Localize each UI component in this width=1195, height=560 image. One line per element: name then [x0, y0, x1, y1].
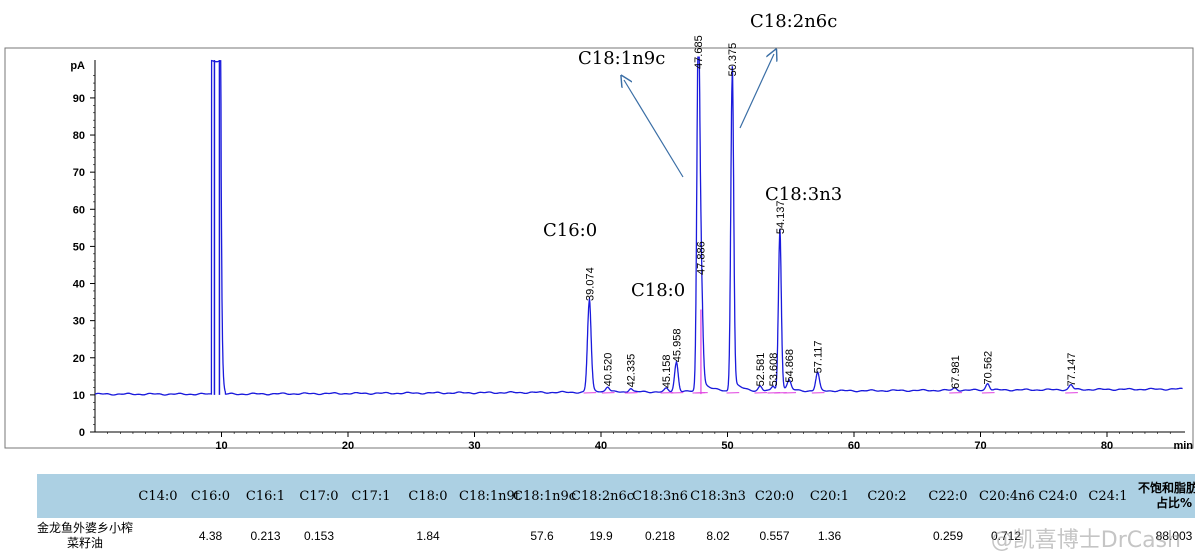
table-header-cell: C18:0: [397, 474, 459, 518]
table-header-cell: C20:0: [747, 474, 802, 518]
table-header-cell: C18:3n6: [631, 474, 689, 518]
y-axis-label: pA: [70, 60, 85, 72]
table-header-cell: C24:0: [1033, 474, 1083, 518]
y-tick-label: 30: [73, 316, 85, 328]
table-header-cell: C17:0: [293, 474, 345, 518]
y-tick-label: 20: [73, 353, 85, 365]
table-cell: [857, 518, 917, 554]
compound-annotations: C16:0 C18:0 C18:1n9c C18:2n6c C18:3n3: [543, 11, 842, 301]
x-tick-label: 50: [721, 440, 733, 452]
peak-retention-label: 54.137: [775, 200, 787, 234]
table-header-cell: C20:2: [857, 474, 917, 518]
peak-retention-label: 50.375: [727, 43, 739, 77]
chromatogram-trace: [94, 56, 1183, 396]
x-tick-label: 20: [342, 440, 354, 452]
table-header-cell: C18:3n3: [689, 474, 747, 518]
table-header-cell: C18:2n6c: [571, 474, 634, 518]
table-cell: 1.84: [416, 529, 440, 543]
y-tick-label: 70: [73, 167, 85, 179]
y-tick-label: 90: [73, 93, 85, 105]
peak-retention-label: 40.520: [603, 353, 615, 387]
peak-retention-label: 54.868: [784, 349, 796, 383]
x-tick-label: 70: [974, 440, 986, 452]
table-header-cell: C16:0: [183, 474, 238, 518]
table-header-cell: C20:1: [802, 474, 857, 518]
watermark: @凯喜博士DrCash: [990, 528, 1181, 553]
y-tick-label: 80: [73, 130, 85, 142]
x-axis-label: min: [1173, 440, 1193, 452]
compound-annotation: C18:0: [631, 280, 685, 301]
table-cell: 8.02: [706, 529, 730, 543]
table-header-cell: C20:4n6: [979, 474, 1035, 518]
annotation-arrow: [739, 54, 774, 129]
table-header-cell: C18:1n9t: [459, 474, 520, 518]
table-header-cell: C22:0: [917, 474, 979, 518]
table-cell: 4.38: [198, 529, 223, 543]
table-header-cell: 不饱和脂肪酸占比%: [1133, 474, 1195, 518]
x-tick-label: 10: [215, 440, 227, 452]
table-row: 金龙鱼外婆乡小榨菜籽油 4.38 0.213 0.153 1.84 57.6 19.9 0.2…: [37, 518, 1195, 554]
annotation-arrow: [624, 80, 684, 178]
chart-axes: 0 10 20 30 40 50 60 70 80 90 pA 10 20 30 40 50 60 70 80 min: [4, 47, 1194, 452]
peak-retention-label: 45.958: [671, 329, 683, 363]
peak-retention-label: 70.562: [983, 351, 995, 385]
peak-retention-label: 53.608: [768, 353, 780, 387]
table-cell: 0.213: [250, 529, 281, 543]
table-cell: 57.6: [530, 529, 554, 543]
table-cell: 0.712: [990, 529, 1022, 543]
table-cell: 1.36: [817, 529, 842, 543]
plot-frame: [4, 47, 1194, 449]
table-cell: 88.003: [1155, 529, 1193, 543]
table-cell: 19.9: [589, 529, 613, 543]
table-cell: [133, 518, 183, 554]
table-cell: 0.153: [303, 529, 335, 543]
table-cell: 0.557: [759, 529, 790, 543]
peak-retention-label: 39.074: [584, 267, 596, 301]
peak-retention-label: 47.886: [696, 241, 708, 275]
y-tick-label: 10: [73, 390, 85, 402]
peak-retention-label: 47.685: [693, 35, 705, 69]
peak-retention-label: 77.147: [1066, 353, 1078, 387]
table-header-row: C14:0 C16:0 C16:1 C17:0 C17:1 C18:0 C18:1n9t C1…: [37, 474, 1195, 518]
x-tick-label: 30: [468, 440, 480, 452]
x-tick-label: 40: [595, 440, 607, 452]
y-tick-label: 0: [79, 427, 85, 439]
sample-name-cell: 金龙鱼外婆乡小榨菜籽油: [37, 521, 134, 550]
peak-retention-label: 45.158: [661, 355, 673, 389]
table-cell: [459, 518, 513, 554]
x-tick-label: 80: [1101, 440, 1113, 452]
peak-retention-label: 42.335: [626, 354, 638, 388]
fatty-acid-table: C14:0 C16:0 C16:1 C17:0 C17:1 C18:0 C18:1n9t C1…: [37, 474, 1195, 556]
table-header-cell: C16:1: [238, 474, 293, 518]
y-tick-label: 60: [73, 204, 85, 216]
y-tick-label: 40: [73, 279, 85, 291]
signal-line: [94, 56, 1183, 396]
y-tick-label: 50: [73, 241, 85, 253]
table-header-cell: C14:0: [133, 474, 183, 518]
peak-retention-label: 52.581: [755, 353, 767, 387]
table-cell: [345, 518, 397, 554]
peak-retention-label: 67.981: [950, 355, 962, 389]
table-cell: 0.259: [932, 529, 964, 543]
compound-annotation: C18:3n3: [765, 184, 842, 205]
x-tick-label: 60: [848, 440, 860, 452]
compound-annotation: C18:1n9c: [578, 48, 665, 69]
compound-annotation: C16:0: [543, 220, 597, 241]
table-header-cell: C17:1: [345, 474, 397, 518]
table-header-cell: [37, 474, 133, 518]
table-header-cell: C18:1n9c: [513, 474, 576, 518]
compound-annotation: C18:2n6c: [750, 11, 837, 32]
chromatogram-chart: 0 10 20 30 40 50 60 70 80 90 pA 10 20 30 40 50 60 70 80 min…: [4, 11, 1194, 452]
peak-retention-label: 57.117: [813, 340, 825, 373]
table-header-cell: C24:1: [1083, 474, 1133, 518]
table-cell: 0.218: [644, 529, 676, 543]
